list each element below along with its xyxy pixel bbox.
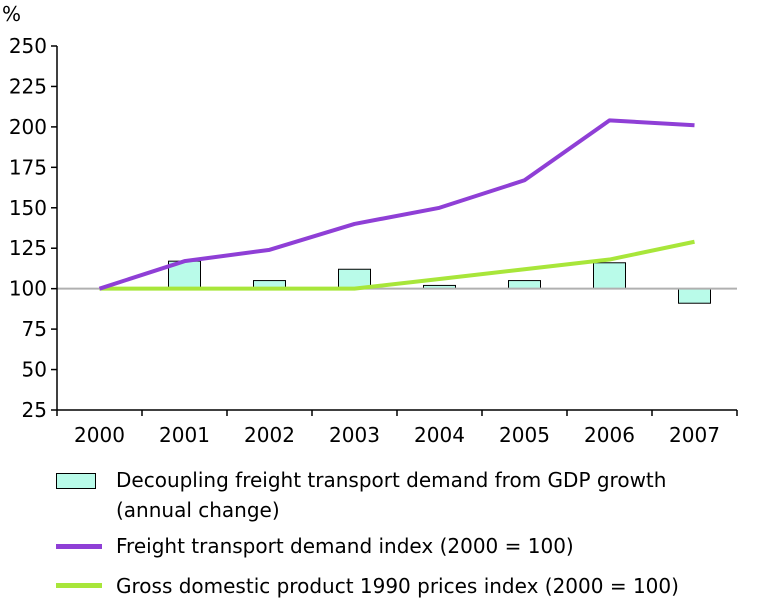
x-tick-label-2004: 2004	[414, 423, 465, 447]
x-tick-label-2007: 2007	[669, 423, 720, 447]
legend-label-freight: Freight transport demand index (2000 = 1…	[116, 534, 574, 558]
y-tick-label-100: 100	[9, 277, 47, 301]
bar-2006	[593, 262, 626, 290]
y-tick-label-75: 75	[22, 317, 47, 341]
y-tick-label-250: 250	[9, 34, 47, 58]
y-tick-label-125: 125	[9, 236, 47, 260]
series-line-gdp	[99, 239, 695, 291]
y-tick-label-25: 25	[22, 398, 47, 422]
x-tick-label-2003: 2003	[329, 423, 380, 447]
lines-layer	[98, 118, 695, 291]
legend-label-decoupling-1: Decoupling freight transport demand from…	[116, 468, 667, 492]
y-tick-label-225: 225	[9, 74, 47, 98]
legend-swatch-freight	[56, 544, 102, 549]
legend-item-freight: Freight transport demand index (2000 = 1…	[0, 532, 768, 562]
chart: % 25 50 75 100 125 150 175 200 225 250 2000 2001 200…	[2, 2, 738, 447]
legend-item-gdp: Gross domestic product 1990 prices index…	[0, 572, 768, 602]
x-tick-label-2002: 2002	[244, 423, 295, 447]
bar-2005	[508, 280, 541, 290]
bar-2007	[678, 288, 711, 304]
legend-swatch-gdp	[56, 583, 102, 588]
bars-layer	[168, 260, 711, 304]
y-tick-label-150: 150	[9, 196, 47, 220]
legend: Decoupling freight transport demand from…	[0, 455, 768, 603]
legend-label-gdp: Gross domestic product 1990 prices index…	[116, 574, 679, 598]
y-tick-label-175: 175	[9, 155, 47, 179]
x-tick-label-2006: 2006	[584, 423, 635, 447]
x-tick-label-2001: 2001	[159, 423, 210, 447]
series-line-freight	[98, 118, 695, 291]
axes-layer: 25 50 75 100 125 150 175 200 225 250 2000 2001 2002 2…	[9, 34, 738, 447]
y-unit-label: %	[2, 2, 21, 26]
y-tick-label-50: 50	[22, 358, 47, 382]
legend-swatch-bar	[56, 473, 96, 489]
legend-label-decoupling-2: (annual change)	[116, 498, 280, 522]
x-tick-label-2000: 2000	[74, 423, 125, 447]
y-tick-label-200: 200	[9, 115, 47, 139]
x-tick-label-2005: 2005	[499, 423, 550, 447]
legend-item-decoupling: Decoupling freight transport demand from…	[0, 462, 768, 522]
